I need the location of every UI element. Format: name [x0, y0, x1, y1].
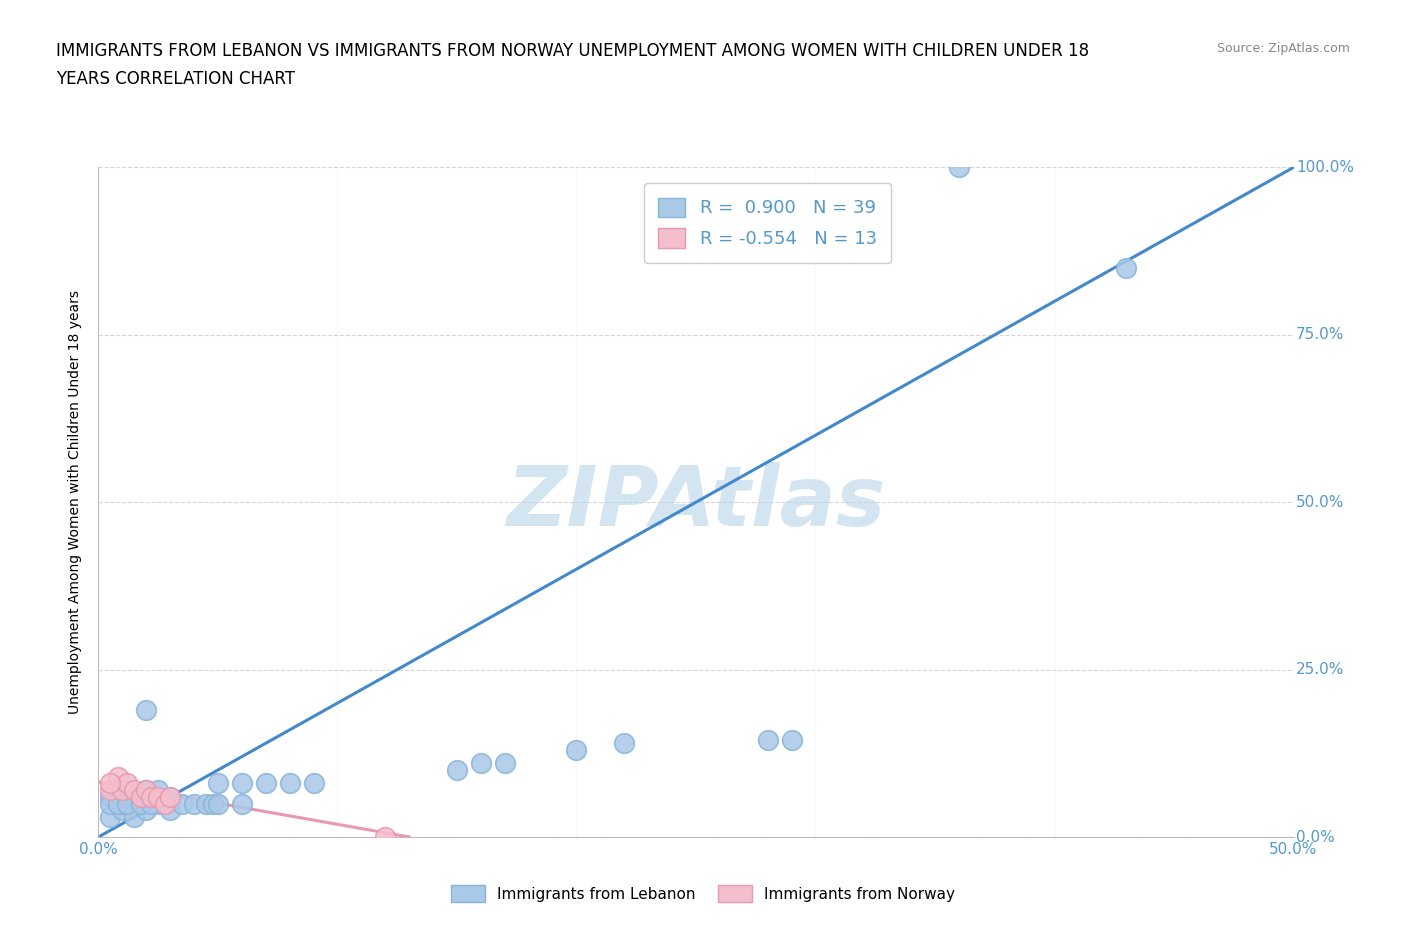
Legend: Immigrants from Lebanon, Immigrants from Norway: Immigrants from Lebanon, Immigrants from… [444, 879, 962, 909]
Point [98, 796, 122, 811]
Point [139, 796, 162, 811]
Point [107, 796, 129, 811]
Point [494, 756, 516, 771]
Point [111, 796, 134, 811]
Point [135, 702, 157, 717]
Point [159, 803, 181, 817]
Point [159, 790, 181, 804]
Point [115, 796, 138, 811]
Point [231, 796, 253, 811]
Point [172, 796, 194, 811]
Text: IMMIGRANTS FROM LEBANON VS IMMIGRANTS FROM NORWAY UNEMPLOYMENT AMONG WOMEN WITH : IMMIGRANTS FROM LEBANON VS IMMIGRANTS FR… [56, 42, 1090, 60]
Point [183, 796, 205, 811]
Point [111, 803, 134, 817]
Point [231, 776, 253, 790]
Point [98, 783, 122, 798]
Point [194, 796, 217, 811]
Point [207, 796, 229, 811]
Legend: R =  0.900   N = 39, R = -0.554   N = 13: R = 0.900 N = 39, R = -0.554 N = 13 [644, 183, 891, 262]
Point [155, 796, 177, 811]
Point [1115, 260, 1137, 275]
Point [135, 783, 157, 798]
Point [565, 742, 588, 757]
Point [139, 790, 162, 804]
Point [115, 776, 138, 790]
Point [131, 790, 153, 804]
Text: 50.0%: 50.0% [1296, 495, 1344, 510]
Point [374, 830, 396, 844]
Point [202, 796, 225, 811]
Point [98, 809, 122, 824]
Text: 25.0%: 25.0% [1296, 662, 1344, 677]
Point [756, 733, 779, 748]
Point [111, 783, 134, 798]
Point [254, 776, 277, 790]
Point [124, 790, 146, 804]
Point [278, 776, 301, 790]
Point [107, 769, 129, 784]
Point [124, 783, 146, 798]
Point [302, 776, 325, 790]
Point [159, 790, 181, 804]
Point [948, 160, 970, 175]
Text: 75.0%: 75.0% [1296, 327, 1344, 342]
Point [98, 776, 122, 790]
Point [98, 790, 122, 804]
Point [780, 733, 803, 748]
Text: Source: ZipAtlas.com: Source: ZipAtlas.com [1216, 42, 1350, 55]
Y-axis label: Unemployment Among Women with Children Under 18 years: Unemployment Among Women with Children U… [69, 290, 83, 714]
Point [135, 783, 157, 798]
Point [446, 763, 468, 777]
Text: 100.0%: 100.0% [1296, 160, 1354, 175]
Text: 0.0%: 0.0% [1296, 830, 1334, 844]
Point [135, 803, 157, 817]
Point [470, 756, 492, 771]
Point [124, 809, 146, 824]
Point [111, 783, 134, 798]
Text: ZIPAtlas: ZIPAtlas [506, 461, 886, 543]
Point [131, 796, 153, 811]
Point [207, 776, 229, 790]
Point [148, 783, 170, 798]
Point [148, 790, 170, 804]
Text: YEARS CORRELATION CHART: YEARS CORRELATION CHART [56, 70, 295, 87]
Point [613, 736, 636, 751]
Point [148, 796, 170, 811]
